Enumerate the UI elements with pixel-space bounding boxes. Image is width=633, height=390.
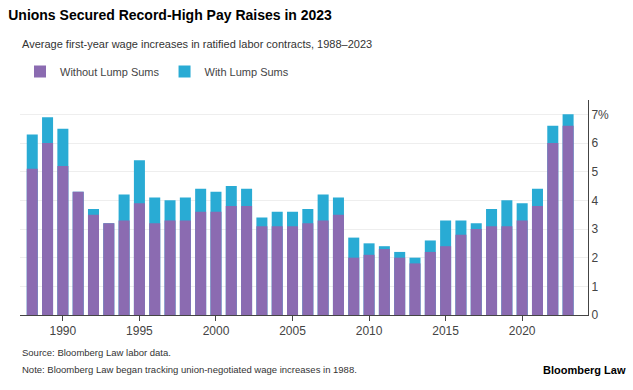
svg-text:Source: Bloomberg Law labor da: Source: Bloomberg Law labor data. [22, 347, 171, 358]
svg-text:Bloomberg Law: Bloomberg Law [543, 364, 626, 376]
svg-text:Unions Secured Record-High Pay: Unions Secured Record-High Pay Raises in… [8, 7, 332, 23]
svg-text:3: 3 [591, 222, 598, 236]
svg-text:1990: 1990 [50, 324, 77, 338]
svg-text:0: 0 [591, 308, 598, 322]
svg-text:2000: 2000 [203, 324, 230, 338]
svg-text:7%: 7% [591, 108, 609, 122]
svg-text:Without Lump Sums: Without Lump Sums [60, 66, 160, 78]
svg-text:1995: 1995 [126, 324, 153, 338]
svg-text:With Lump Sums: With Lump Sums [205, 66, 289, 78]
svg-text:2015: 2015 [432, 324, 459, 338]
svg-text:2010: 2010 [356, 324, 383, 338]
svg-text:6: 6 [591, 136, 598, 150]
svg-text:Average first-year wage increa: Average first-year wage increases in rat… [22, 38, 372, 50]
svg-text:Note: Bloomberg Law began trac: Note: Bloomberg Law began tracking union… [22, 364, 357, 375]
svg-text:2005: 2005 [279, 324, 306, 338]
svg-text:1: 1 [591, 280, 598, 294]
svg-text:2020: 2020 [509, 324, 536, 338]
svg-text:2: 2 [591, 251, 598, 265]
svg-text:4: 4 [591, 194, 598, 208]
svg-text:5: 5 [591, 165, 598, 179]
